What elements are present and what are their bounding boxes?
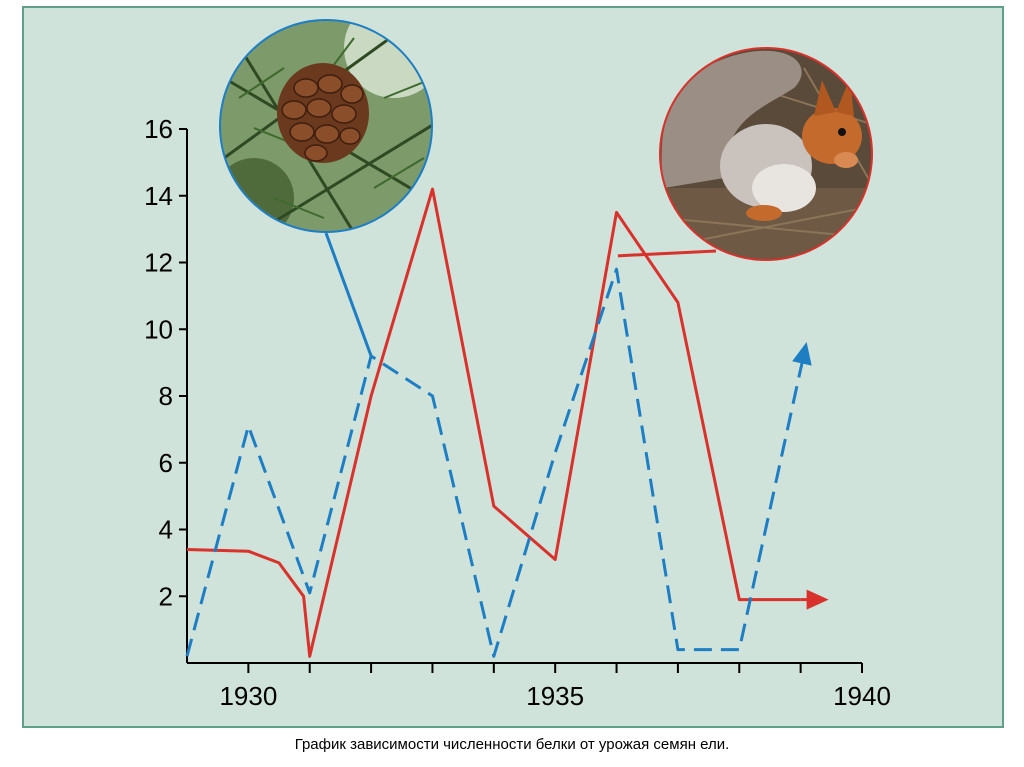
y-tick-label: 4 bbox=[159, 515, 173, 545]
y-tick-label: 2 bbox=[159, 581, 173, 611]
y-tick-label: 10 bbox=[144, 314, 173, 344]
x-tick-label: 1935 bbox=[526, 681, 584, 711]
tick-labels: 2 4 6 8 10 12 14 16 1930 1935 1940 bbox=[144, 114, 891, 711]
series-line-2 bbox=[185, 267, 803, 658]
chart-caption: График зависимости численности белки от … bbox=[294, 736, 730, 753]
y-tick-label: 12 bbox=[144, 248, 173, 278]
axes bbox=[179, 128, 863, 673]
series-arrow-head-1 bbox=[806, 589, 829, 610]
series-layer bbox=[185, 187, 829, 658]
y-tick-label: 8 bbox=[159, 381, 173, 411]
callout-connectors bbox=[324, 232, 717, 357]
x-tick-label: 1940 bbox=[833, 681, 891, 711]
y-tick-label: 16 bbox=[144, 114, 173, 144]
series-line-1 bbox=[186, 187, 801, 658]
squirrel-icon bbox=[659, 47, 873, 261]
squirrel-connector bbox=[617, 249, 717, 258]
spruce-cone-icon bbox=[219, 19, 433, 233]
x-tick-label: 1930 bbox=[219, 681, 277, 711]
y-tick-label: 14 bbox=[144, 181, 173, 211]
y-tick-label: 6 bbox=[159, 448, 173, 478]
spruce-cone-connector bbox=[324, 232, 373, 357]
chart-panel: 2 4 6 8 10 12 14 16 1930 1935 1940 bbox=[22, 6, 1004, 728]
series-arrow-head-2 bbox=[792, 341, 812, 366]
chart-svg: 2 4 6 8 10 12 14 16 1930 1935 1940 bbox=[144, 19, 891, 711]
